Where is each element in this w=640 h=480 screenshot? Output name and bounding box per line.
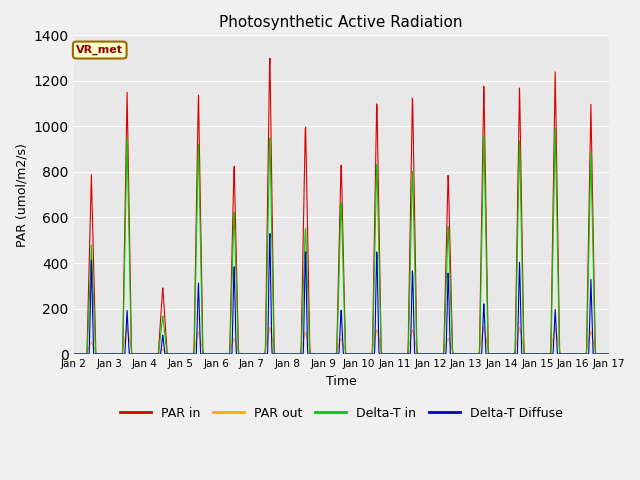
Legend: PAR in, PAR out, Delta-T in, Delta-T Diffuse: PAR in, PAR out, Delta-T in, Delta-T Dif… — [115, 402, 568, 425]
Title: Photosynthetic Active Radiation: Photosynthetic Active Radiation — [220, 15, 463, 30]
Y-axis label: PAR (umol/m2/s): PAR (umol/m2/s) — [15, 143, 28, 247]
X-axis label: Time: Time — [326, 374, 356, 387]
Text: VR_met: VR_met — [76, 45, 124, 55]
